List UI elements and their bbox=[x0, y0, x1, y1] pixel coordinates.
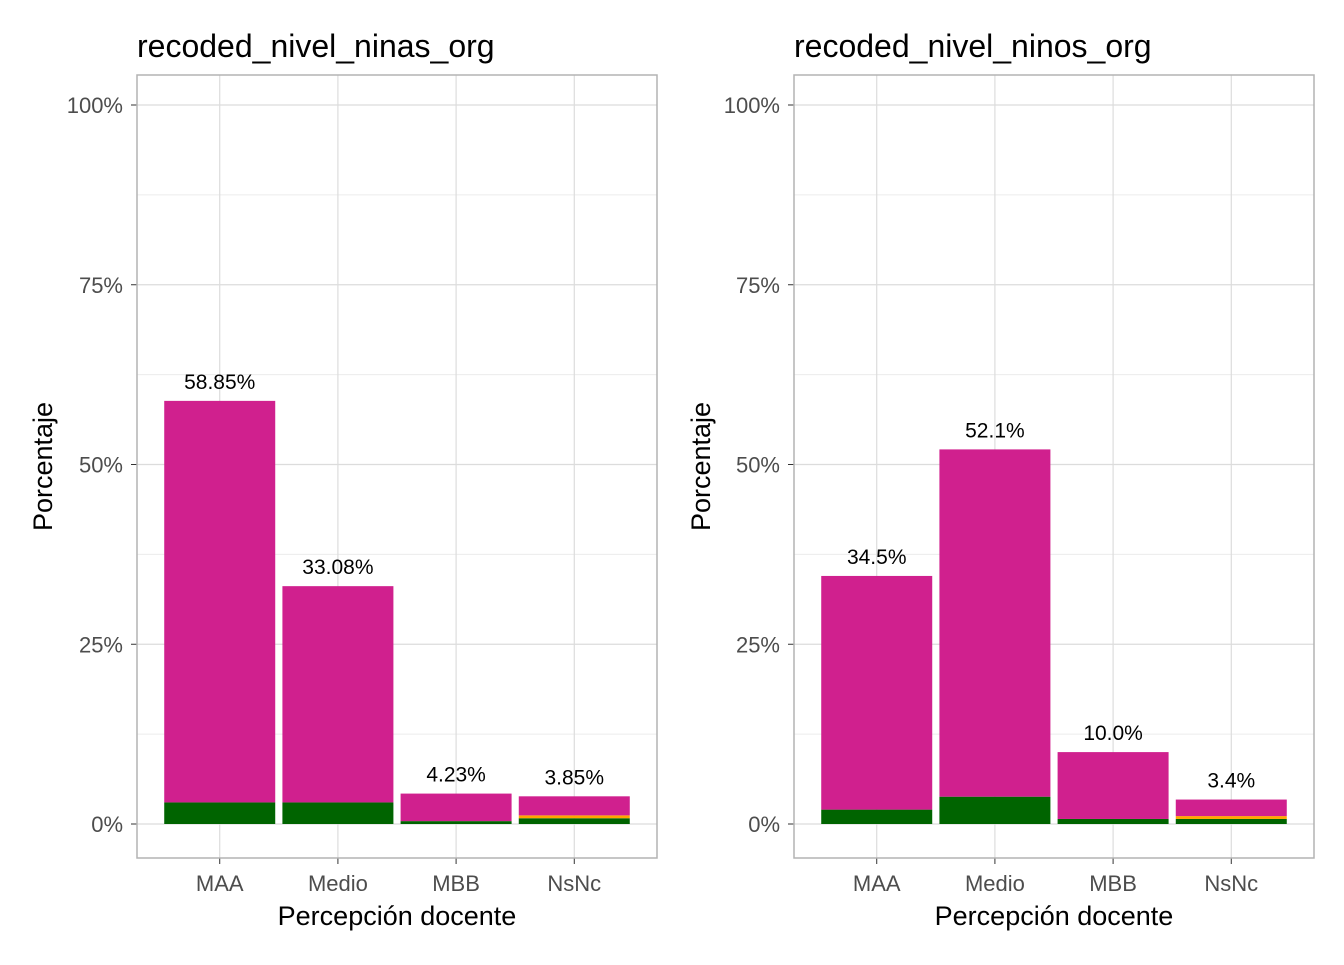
chart-title: recoded_nivel_ninos_org bbox=[794, 28, 1152, 64]
x-tick-label: MAA bbox=[196, 871, 244, 896]
y-tick-label: 0% bbox=[91, 812, 123, 837]
bar-segment-nsnc-1 bbox=[518, 818, 630, 824]
bar-segment-maa-3 bbox=[821, 575, 933, 810]
bar-segment-medio-3 bbox=[939, 449, 1051, 797]
bar-segment-maa-1 bbox=[821, 809, 933, 824]
y-tick-label: 75% bbox=[79, 273, 123, 298]
chart-panel-2: 34.5% MAA 52.1% Medio 10.0% MBB 3.4% NsNc 0% 25% 5… bbox=[686, 28, 1315, 931]
bar-segment-nsnc-2 bbox=[1175, 816, 1287, 819]
bar-segment-mbb-3 bbox=[400, 793, 512, 822]
data-label: 58.85% bbox=[184, 371, 255, 394]
x-tick-label: NsNc bbox=[1204, 871, 1258, 896]
bar-segment-mbb-1 bbox=[1057, 818, 1169, 824]
data-label: 33.08% bbox=[302, 556, 373, 579]
bar-segment-medio-3 bbox=[282, 586, 394, 803]
panel-border bbox=[793, 74, 1315, 859]
bar-segment-maa-1 bbox=[164, 802, 276, 824]
y-tick-label: 100% bbox=[67, 93, 123, 118]
y-tick-label: 100% bbox=[724, 93, 780, 118]
y-axis-title: Porcentaje bbox=[28, 402, 58, 531]
data-label: 34.5% bbox=[847, 546, 907, 569]
y-tick-label: 25% bbox=[79, 632, 123, 657]
bar-segment-nsnc-3 bbox=[518, 796, 630, 816]
data-label: 3.85% bbox=[544, 766, 604, 789]
bar-segment-mbb-3 bbox=[1057, 752, 1169, 819]
x-tick-label: Medio bbox=[965, 871, 1025, 896]
panel-border bbox=[136, 74, 658, 859]
y-axis-title: Porcentaje bbox=[686, 402, 716, 531]
bar-segment-medio-1 bbox=[282, 802, 394, 824]
chart-title: recoded_nivel_ninas_org bbox=[137, 28, 495, 64]
x-tick-label: MBB bbox=[1089, 871, 1137, 896]
chart-panel-1: 58.85% MAA 33.08% Medio 4.23% MBB 3.85% NsNc 0% 2… bbox=[28, 28, 658, 931]
bar-segment-medio-1 bbox=[939, 796, 1051, 824]
bar-segment-nsnc-1 bbox=[1175, 818, 1287, 824]
bar-segment-nsnc-2 bbox=[518, 815, 630, 819]
data-label: 4.23% bbox=[426, 764, 486, 787]
y-tick-label: 75% bbox=[736, 273, 780, 298]
data-label: 52.1% bbox=[965, 419, 1025, 442]
x-axis-title: Percepción docente bbox=[935, 901, 1174, 931]
x-axis-title: Percepción docente bbox=[278, 901, 517, 931]
bar-segment-mbb-1 bbox=[400, 821, 512, 824]
x-tick-label: MAA bbox=[853, 871, 901, 896]
y-tick-label: 50% bbox=[79, 453, 123, 478]
x-tick-label: Medio bbox=[308, 871, 368, 896]
y-tick-label: 25% bbox=[736, 632, 780, 657]
data-label: 3.4% bbox=[1207, 770, 1255, 793]
y-tick-label: 0% bbox=[748, 812, 780, 837]
y-tick-label: 50% bbox=[736, 453, 780, 478]
x-tick-label: MBB bbox=[432, 871, 480, 896]
bar-segment-nsnc-3 bbox=[1175, 799, 1287, 817]
x-tick-label: NsNc bbox=[547, 871, 601, 896]
bar-segment-maa-3 bbox=[164, 400, 276, 803]
data-label: 10.0% bbox=[1083, 722, 1143, 745]
